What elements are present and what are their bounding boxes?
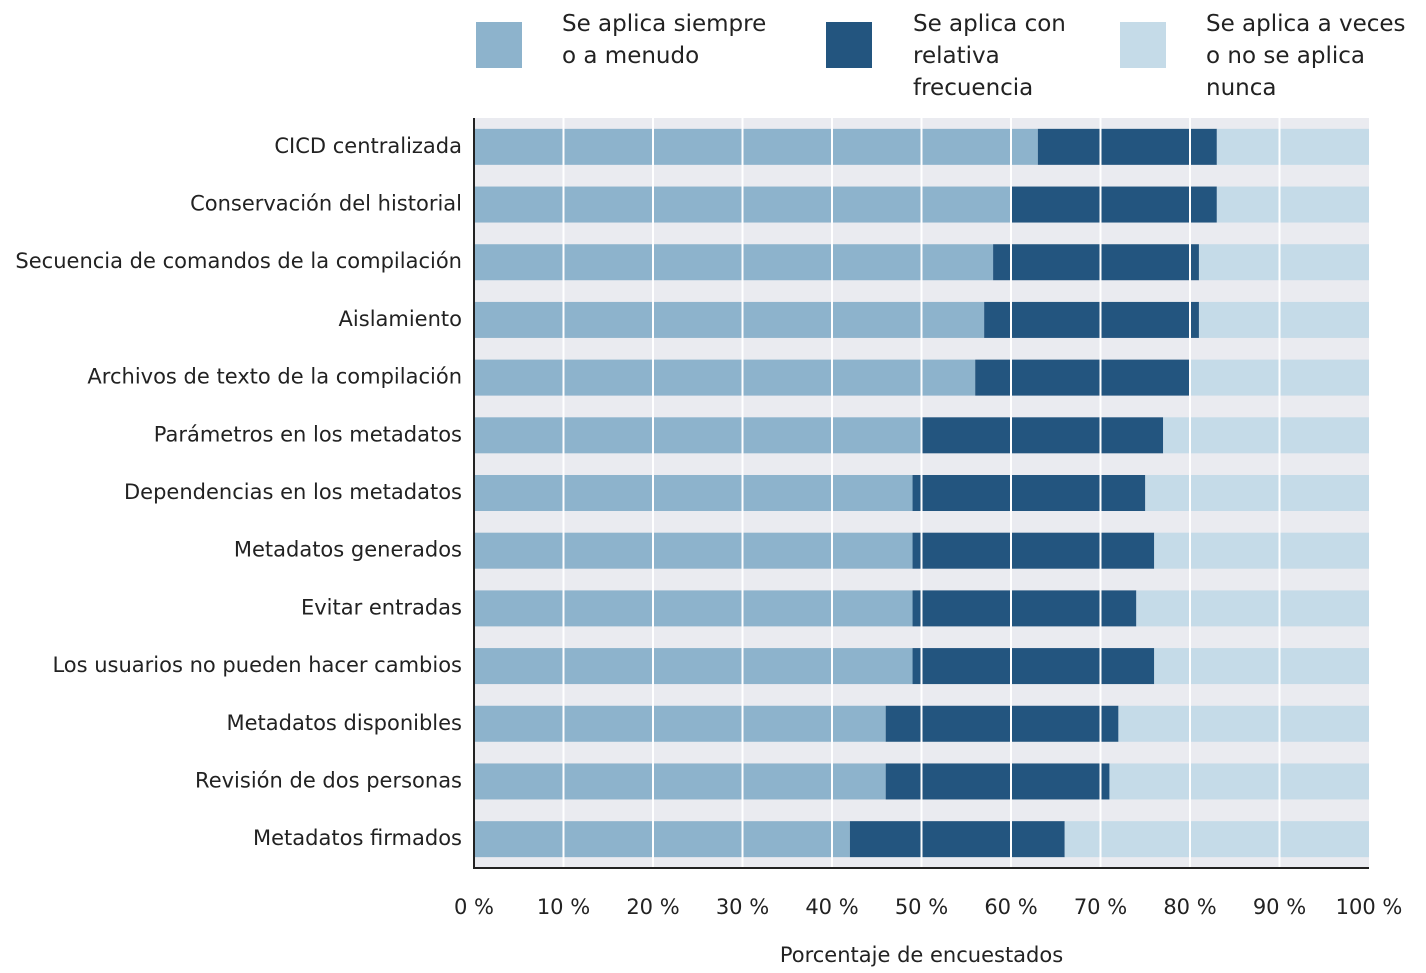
legend-label: Se aplica siempre o a menudo <box>562 11 767 69</box>
bar-segment <box>474 301 985 338</box>
x-tick-label: 70 % <box>1074 895 1127 919</box>
legend-label: Se aplica a veces o no se aplica nunca <box>1206 11 1406 101</box>
bar-segment <box>474 475 913 511</box>
bar-segment <box>1011 186 1217 223</box>
bar-segment <box>975 359 1190 396</box>
x-tick-label: 40 % <box>805 895 858 919</box>
legend-swatch <box>476 22 522 68</box>
legend-swatch <box>826 22 872 68</box>
bar-segment <box>885 705 1119 742</box>
bar-segment <box>1216 128 1369 165</box>
bar-segment <box>474 705 886 742</box>
bar-segment <box>474 648 913 685</box>
bar-segment <box>1109 763 1369 800</box>
bar-segment <box>912 475 1146 511</box>
y-tick-label: Aislamiento <box>339 307 462 331</box>
bar-segment <box>474 359 976 396</box>
legend-label: Se aplica con relativa frecuencia <box>913 11 1066 101</box>
bar-segment <box>1136 590 1369 627</box>
y-tick-label: Evitar entradas <box>301 595 462 619</box>
x-tick-label: 60 % <box>984 895 1037 919</box>
bar-segment <box>1163 417 1369 454</box>
bar-segment <box>912 532 1155 569</box>
bar-segment <box>1037 128 1217 165</box>
y-tick-label: Secuencia de comandos de la compilación <box>15 249 462 273</box>
bar-segment <box>1118 705 1369 742</box>
bar-segment <box>1154 532 1369 569</box>
legend-swatch <box>1120 22 1166 68</box>
bar-segment <box>993 244 1199 281</box>
y-tick-label: Parámetros en los metadatos <box>154 422 462 446</box>
x-tick-label: 10 % <box>537 895 590 919</box>
y-tick-label: Archivos de texto de la compilación <box>87 365 462 389</box>
bar-segment <box>474 821 850 858</box>
bar-segment <box>984 301 1199 338</box>
bar-segment <box>474 244 994 281</box>
x-tick-label: 0 % <box>454 895 494 919</box>
bar-segment <box>885 763 1110 800</box>
bar-segment <box>849 821 1065 858</box>
bar-segment <box>1216 186 1369 223</box>
bar-segment <box>1154 648 1369 685</box>
bar-segment <box>474 590 913 627</box>
bar-segment <box>474 128 1038 165</box>
bar-segment <box>1064 821 1369 858</box>
x-tick-label: 30 % <box>716 895 769 919</box>
bar-segment <box>921 417 1164 454</box>
bar-segment <box>1198 244 1369 281</box>
bar-segment <box>912 590 1137 627</box>
bar-segment <box>912 648 1155 685</box>
y-tick-label: Conservación del historial <box>190 192 462 216</box>
x-tick-label: 50 % <box>895 895 948 919</box>
x-axis-label: Porcentaje de encuestados <box>780 943 1063 967</box>
x-tick-label: 20 % <box>626 895 679 919</box>
bar-segment <box>1198 301 1369 338</box>
bar-segment <box>474 417 922 454</box>
y-tick-label: Los usuarios no pueden hacer cambios <box>52 653 462 677</box>
y-tick-label: Dependencias en los metadatos <box>124 480 462 504</box>
y-tick-label: CICD centralizada <box>274 134 462 158</box>
x-tick-label: 80 % <box>1163 895 1216 919</box>
y-tick-label: Metadatos generados <box>234 538 462 562</box>
x-tick-label: 100 % <box>1336 895 1403 919</box>
bar-segment <box>1145 475 1369 511</box>
y-tick-label: Metadatos firmados <box>253 826 462 850</box>
y-tick-label: Metadatos disponibles <box>227 711 463 735</box>
y-tick-label: Revisión de dos personas <box>195 768 462 792</box>
x-tick-label: 90 % <box>1253 895 1306 919</box>
bar-segment <box>474 763 886 800</box>
bar-segment <box>474 532 913 569</box>
